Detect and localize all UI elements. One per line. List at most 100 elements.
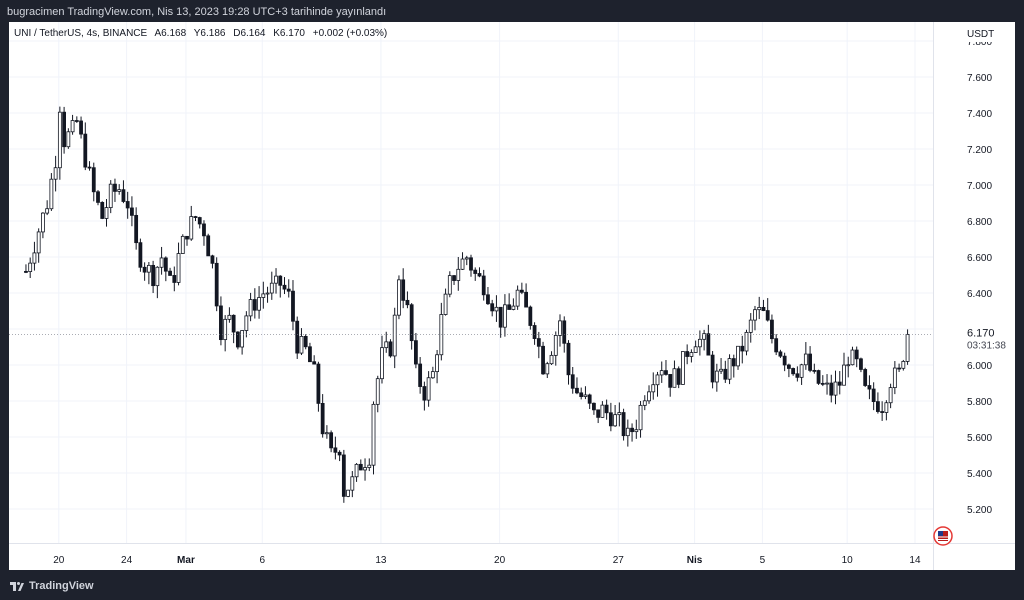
- current-price-label: 6.170: [967, 327, 995, 339]
- candle-body: [291, 290, 295, 322]
- candle-body: [833, 381, 838, 396]
- candle-body: [397, 279, 401, 316]
- candle-body: [413, 340, 418, 365]
- candle-body: [163, 257, 168, 272]
- candle-body: [541, 345, 545, 375]
- us-flag-icon-canton: [938, 531, 943, 536]
- candle-body: [168, 270, 172, 276]
- candle-body: [435, 354, 439, 373]
- candle-body: [180, 235, 185, 254]
- candle-body: [202, 223, 206, 237]
- candle-body: [252, 299, 257, 311]
- candle-body: [41, 212, 45, 233]
- candle-body: [871, 388, 876, 403]
- candle-body: [223, 318, 228, 341]
- candle-body: [625, 427, 630, 437]
- candle-body: [651, 384, 656, 393]
- candle-body: [592, 402, 596, 411]
- time-tick-label: 14: [909, 555, 921, 566]
- tradingview-logo[interactable]: TradingView: [10, 580, 94, 592]
- candle-body: [401, 279, 406, 301]
- candle-body: [655, 374, 660, 386]
- candle-body: [49, 178, 54, 210]
- candle-body: [634, 429, 639, 433]
- candle-body: [579, 392, 584, 397]
- candle-body: [765, 310, 770, 321]
- candle-body: [87, 166, 92, 169]
- candle-body: [528, 306, 533, 326]
- candle-body: [248, 299, 253, 317]
- candle-body: [621, 412, 626, 437]
- candle-body: [62, 111, 67, 148]
- candle-body: [108, 183, 113, 208]
- candle-body: [519, 289, 524, 293]
- candle-body: [426, 377, 431, 401]
- candle-body: [53, 167, 58, 180]
- candle-body: [486, 294, 490, 305]
- time-tick-label: 10: [842, 555, 854, 566]
- published-info: bugracimen TradingView.com, Nis 13, 2023…: [7, 6, 387, 18]
- time-tick-label: 13: [375, 555, 387, 566]
- countdown-label: 03:31:38: [967, 340, 1006, 351]
- candle-body: [299, 336, 304, 354]
- candle-body: [91, 167, 96, 193]
- candle-body: [430, 371, 435, 379]
- candle-body: [155, 266, 160, 287]
- candle-body: [197, 217, 202, 225]
- candle-body: [744, 331, 749, 352]
- candle-body: [706, 333, 711, 356]
- candle-body: [494, 306, 499, 312]
- price-tick-label: 5.800: [967, 397, 992, 408]
- price-tick-label: 7.600: [967, 73, 992, 84]
- candle-body: [278, 275, 283, 286]
- candle-body: [748, 319, 753, 333]
- candle-body: [286, 288, 291, 292]
- candle-body: [731, 358, 736, 367]
- candle-body: [96, 191, 100, 203]
- price-tick-label: 7.800: [967, 37, 992, 48]
- candle-body: [121, 189, 126, 202]
- candle-body: [172, 275, 177, 283]
- candle-body: [803, 353, 808, 366]
- candle-body: [375, 378, 380, 405]
- candle-body: [337, 451, 342, 456]
- tradingview-brand: TradingView: [29, 580, 94, 592]
- candle-body: [189, 216, 194, 240]
- candle-body: [727, 358, 732, 380]
- candle-body: [341, 454, 346, 497]
- candlestick-chart[interactable]: 5.2005.4005.6005.8006.0006.2006.4006.600…: [9, 22, 1015, 570]
- candle-body: [312, 361, 317, 365]
- candle-body: [206, 235, 211, 257]
- candle-body: [83, 133, 88, 168]
- candle-body: [316, 363, 321, 404]
- candle-body: [532, 325, 537, 339]
- price-tick-label: 7.000: [967, 181, 992, 192]
- candle-body: [74, 120, 79, 122]
- candle-body: [269, 282, 274, 294]
- candle-body: [464, 257, 469, 260]
- currency-label: USDT: [967, 29, 994, 40]
- candle-body: [884, 402, 889, 413]
- candle-body: [134, 214, 139, 244]
- candle-body: [778, 351, 783, 357]
- candle-body: [507, 304, 512, 310]
- candle-body: [28, 262, 33, 273]
- candle-body: [863, 369, 868, 386]
- candle-body: [511, 305, 516, 310]
- candle-body: [613, 414, 618, 427]
- footer: TradingView: [0, 570, 1024, 600]
- candle-body: [617, 412, 622, 416]
- chart-panel[interactable]: 5.2005.4005.6005.8006.0006.2006.4006.600…: [9, 22, 1015, 570]
- legend-high: Y6.186: [193, 28, 226, 39]
- time-tick-label: 20: [53, 555, 65, 566]
- candle-body: [308, 346, 312, 363]
- candle-body: [583, 394, 588, 397]
- candle-body: [829, 382, 834, 396]
- candle-body: [888, 387, 893, 404]
- legend-low: D6.164: [233, 28, 266, 39]
- candle-body: [770, 319, 774, 340]
- candle-body: [324, 432, 329, 435]
- candle-body: [142, 266, 147, 273]
- candle-body: [524, 291, 529, 308]
- candle-body: [820, 382, 825, 385]
